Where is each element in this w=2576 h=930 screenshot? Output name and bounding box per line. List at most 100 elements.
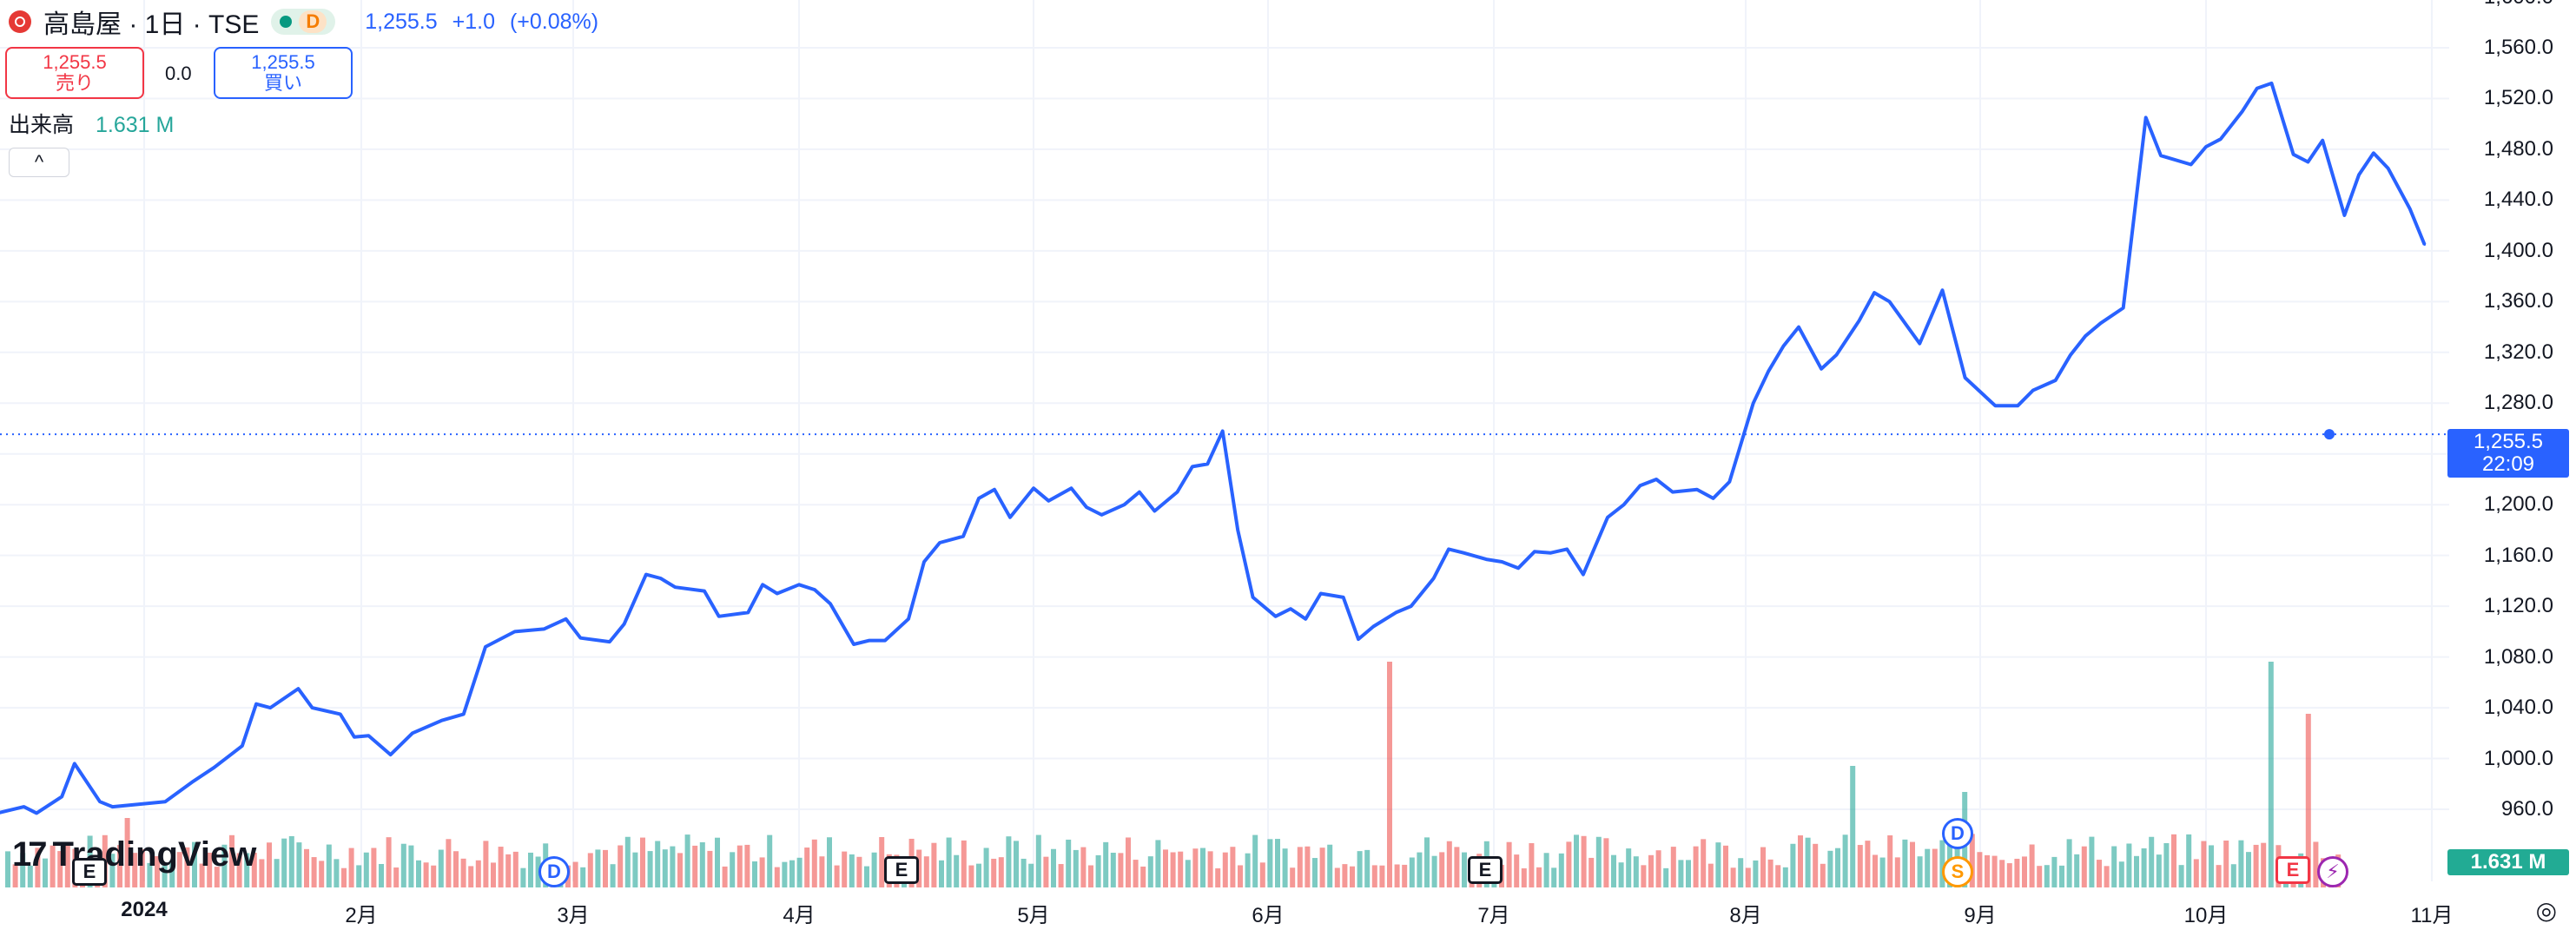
earnings-marker[interactable]: E xyxy=(884,856,919,884)
volume-bar xyxy=(730,852,736,887)
volume-bar xyxy=(2246,852,2251,887)
flash-event-marker[interactable]: ⚡ xyxy=(2317,856,2348,887)
volume-bar xyxy=(699,841,705,887)
price-point xyxy=(2190,162,2193,166)
sell-button[interactable]: 1,255.5 売り xyxy=(5,47,144,99)
earnings-marker[interactable]: E xyxy=(2275,856,2310,884)
price-point xyxy=(22,805,25,808)
price-point xyxy=(484,645,487,649)
volume-bar xyxy=(1350,866,1355,887)
volume-bar xyxy=(1618,862,1624,887)
volume-bar xyxy=(1611,854,1616,887)
buy-button[interactable]: 1,255.5 買い xyxy=(214,47,353,99)
volume-bar xyxy=(1259,862,1265,887)
price-point xyxy=(2204,145,2208,148)
price-axis-tick: 1,600.0 xyxy=(2484,0,2553,10)
volume-bar xyxy=(57,851,63,887)
volume-bar xyxy=(1850,766,1856,887)
price-change: +1.0 xyxy=(452,9,495,34)
volume-bar xyxy=(849,854,855,887)
price-point xyxy=(163,800,167,803)
symbol-title[interactable]: 高島屋 · 1日 · TSE xyxy=(43,10,260,39)
volume-bar xyxy=(871,852,877,887)
price-axis-tick: 1,320.0 xyxy=(2483,340,2553,364)
volume-bar xyxy=(1245,853,1251,887)
last-price-dot xyxy=(2324,429,2335,440)
price-point xyxy=(2256,87,2259,90)
volume-bar xyxy=(423,862,429,887)
volume-bar xyxy=(684,834,690,887)
price-point xyxy=(367,734,370,737)
price-axis-tick: 1,000.0 xyxy=(2483,746,2553,770)
volume-bar xyxy=(2044,865,2050,887)
split-marker[interactable]: S xyxy=(1942,856,1973,887)
volume-bar xyxy=(864,866,869,887)
volume-bar xyxy=(1409,857,1415,887)
quote-summary: 1,255.5 +1.0 (+0.08%) xyxy=(365,10,607,35)
volume-bar xyxy=(1028,863,1034,887)
volume-bar xyxy=(991,858,997,887)
current-price-value: 1,255.5 xyxy=(2473,430,2544,454)
volume-bar xyxy=(1925,848,1931,887)
volume-bar xyxy=(27,865,33,887)
volume-bar xyxy=(1738,858,1744,887)
price-point xyxy=(1100,513,1103,517)
volume-bar xyxy=(199,863,205,887)
price-point xyxy=(1940,288,1944,292)
earnings-marker[interactable]: E xyxy=(1468,856,1503,884)
volume-bar xyxy=(2037,866,2043,887)
volume-bar xyxy=(2141,848,2147,887)
volume-legend[interactable]: 出来高 1.631 M xyxy=(9,108,174,139)
volume-bar xyxy=(1275,839,1280,887)
volume-bar xyxy=(1058,864,1064,887)
volume-bar xyxy=(1879,857,1886,887)
volume-bar xyxy=(1514,854,1520,887)
price-point xyxy=(389,753,393,756)
volume-bar xyxy=(692,845,698,887)
volume-bar xyxy=(1813,843,1819,887)
earnings-marker[interactable]: E xyxy=(72,858,107,886)
volume-bar xyxy=(460,858,466,887)
time-axis-tick: 3月 xyxy=(557,904,590,927)
volume-bar xyxy=(2238,840,2244,887)
price-point xyxy=(311,706,314,709)
volume-bar xyxy=(632,852,638,887)
dividend-marker[interactable]: D xyxy=(538,856,570,887)
price-point xyxy=(1221,429,1225,432)
volume-bar xyxy=(580,867,586,887)
volume-bar xyxy=(505,854,512,887)
volume-bar xyxy=(1267,839,1273,887)
chart-settings-eye-icon[interactable]: ◎ xyxy=(2535,897,2557,924)
price-point xyxy=(1032,486,1035,490)
market-open-dot-icon xyxy=(280,16,293,28)
volume-bar xyxy=(662,849,668,887)
volume-bar xyxy=(1686,860,1691,887)
price-axis-tick: 1,280.0 xyxy=(2483,391,2553,415)
collapse-legend-button[interactable]: ^ xyxy=(9,148,69,177)
time-axis-tick: 9月 xyxy=(1964,904,1997,927)
volume-bar xyxy=(1603,838,1609,887)
price-point xyxy=(761,583,764,586)
price-point xyxy=(907,617,910,621)
price-point xyxy=(1712,497,1715,500)
price-point xyxy=(1410,604,1413,608)
symbol-logo-icon xyxy=(9,10,31,33)
dividend-marker[interactable]: D xyxy=(1942,818,1973,849)
price-point xyxy=(746,610,750,614)
volume-bar xyxy=(2156,854,2162,887)
market-status-pill[interactable]: D xyxy=(271,9,336,35)
volume-bar xyxy=(2223,841,2229,887)
volume-bar xyxy=(1192,848,1199,887)
volume-bar xyxy=(1140,866,1146,887)
price-point xyxy=(961,535,965,538)
price-point xyxy=(1342,596,1345,599)
volume-bar xyxy=(446,839,452,887)
volume-bar xyxy=(1939,840,1945,887)
volume-bar xyxy=(923,856,929,887)
chevron-up-icon: ^ xyxy=(34,151,44,173)
price-point xyxy=(1070,486,1073,490)
volume-bar xyxy=(400,843,406,887)
volume-bar xyxy=(498,847,504,887)
tradingview-watermark[interactable]: 17 TradingView xyxy=(12,835,256,874)
